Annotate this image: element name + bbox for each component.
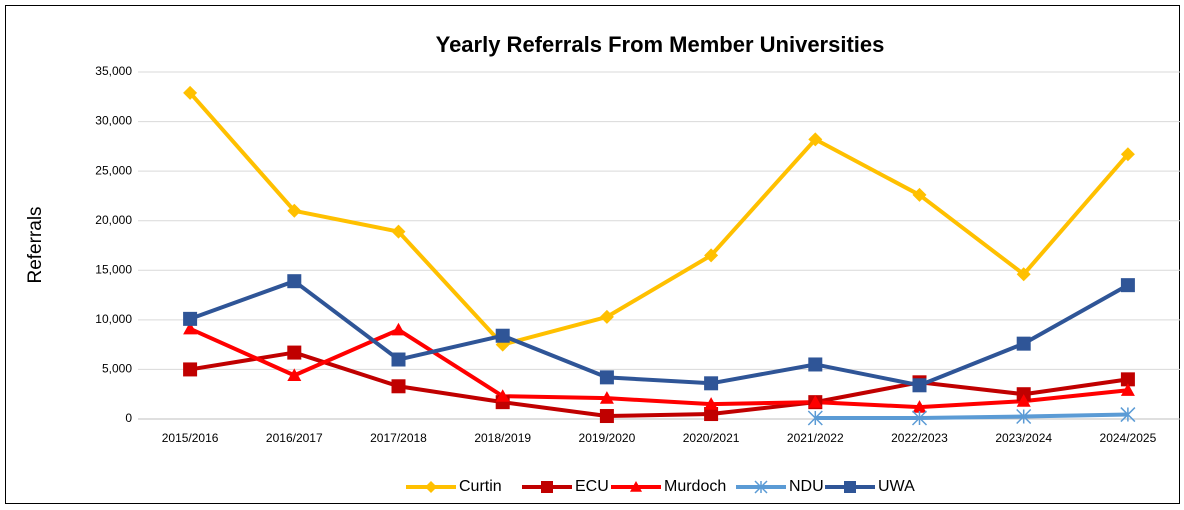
x-tick-label: 2015/2016 — [162, 431, 219, 445]
x-tick-label: 2019/2020 — [579, 431, 636, 445]
marker — [808, 395, 823, 408]
chart-border — [5, 5, 1180, 504]
marker — [704, 248, 719, 263]
marker — [704, 407, 719, 422]
x-tick-label: 2020/2021 — [683, 431, 740, 445]
y-tick-label: 5,000 — [102, 362, 132, 376]
marker — [599, 391, 614, 404]
marker — [912, 400, 927, 413]
y-tick-label: 20,000 — [95, 213, 132, 227]
marker — [1120, 278, 1135, 293]
marker — [541, 481, 553, 493]
marker — [183, 362, 198, 377]
marker — [599, 309, 614, 324]
x-tick-label: 2018/2019 — [474, 431, 531, 445]
marker — [912, 378, 927, 393]
marker — [183, 311, 198, 326]
legend-label: Murdoch — [664, 478, 726, 495]
marker — [807, 410, 823, 426]
legend-label: Curtin — [459, 478, 502, 495]
x-tick-label: 2016/2017 — [266, 431, 323, 445]
marker — [704, 376, 719, 391]
chart-title: Yearly Referrals From Member Universitie… — [436, 32, 885, 57]
series-line — [189, 350, 1129, 419]
marker — [844, 481, 856, 493]
series-line — [188, 91, 1130, 347]
marker — [1016, 267, 1031, 282]
marker — [495, 389, 510, 402]
marker — [391, 322, 406, 336]
y-tick-label: 35,000 — [95, 64, 132, 78]
marker — [391, 379, 406, 394]
legend-label: ECU — [575, 478, 609, 495]
x-tick-label: 2021/2022 — [787, 431, 844, 445]
marker — [1120, 147, 1135, 162]
y-tick-label: 30,000 — [95, 114, 132, 128]
marker — [1016, 394, 1031, 407]
marker — [911, 410, 928, 426]
marker — [287, 345, 302, 360]
marker — [630, 481, 642, 492]
y-tick-label: 15,000 — [95, 262, 132, 276]
marker — [808, 132, 823, 147]
marker — [1016, 336, 1031, 351]
x-tick-label: 2022/2023 — [891, 431, 948, 445]
marker — [808, 357, 823, 372]
y-tick-label: 0 — [125, 411, 132, 425]
x-tick-label: 2024/2025 — [1100, 431, 1157, 445]
marker — [599, 370, 614, 385]
marker — [495, 328, 510, 343]
x-tick-label: 2017/2018 — [370, 431, 427, 445]
series-line — [189, 326, 1129, 410]
marker — [183, 321, 198, 335]
y-tick-label: 10,000 — [95, 312, 132, 326]
marker — [1120, 407, 1136, 423]
marker — [1120, 383, 1135, 396]
y-tick-label: 25,000 — [95, 163, 132, 177]
marker — [287, 203, 302, 218]
legend-label: NDU — [789, 478, 824, 495]
marker — [287, 274, 302, 289]
marker — [1016, 408, 1032, 425]
marker — [1120, 372, 1135, 387]
marker — [391, 224, 406, 239]
marker — [391, 352, 406, 367]
marker — [754, 480, 768, 494]
x-tick-label: 2023/2024 — [995, 431, 1052, 445]
marker — [183, 85, 198, 100]
marker — [912, 187, 927, 202]
marker — [704, 397, 719, 410]
series-line — [189, 279, 1129, 388]
y-axis-label: Referrals — [25, 206, 46, 283]
marker — [425, 481, 437, 493]
legend-label: UWA — [878, 478, 915, 495]
marker — [599, 409, 614, 424]
marker — [287, 368, 302, 381]
series-line — [815, 412, 1128, 421]
